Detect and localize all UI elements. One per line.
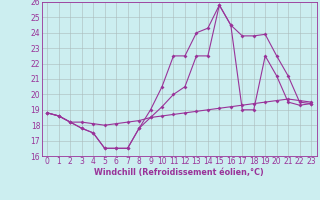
X-axis label: Windchill (Refroidissement éolien,°C): Windchill (Refroidissement éolien,°C) (94, 168, 264, 177)
